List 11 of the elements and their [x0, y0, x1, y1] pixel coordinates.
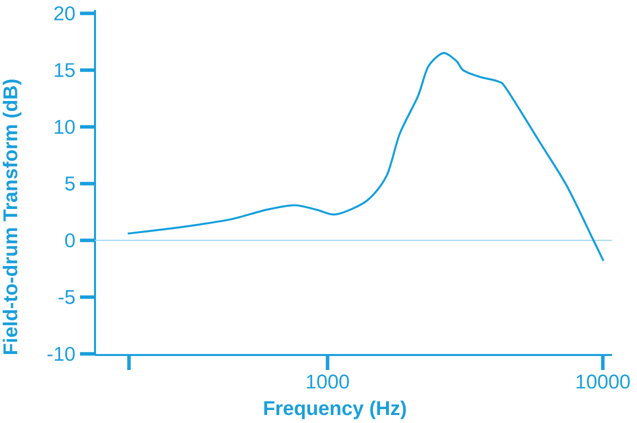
x-tick-label: 10000	[576, 374, 630, 389]
y-tick-label: -10	[48, 346, 75, 361]
y-tick-label: 10	[54, 120, 75, 134]
y-tick-label: 0	[65, 233, 75, 248]
y-tick-label: 15	[54, 63, 75, 78]
y-axis-title: Field-to-drum Transform (dB)	[2, 80, 22, 354]
x-axis-title: Frequency (Hz)	[264, 400, 406, 420]
y-tick-label: -5	[58, 290, 75, 304]
y-tick-label: 20	[54, 6, 75, 20]
x-tick-label: 1000	[306, 374, 349, 389]
y-tick-label: 5	[65, 176, 75, 191]
